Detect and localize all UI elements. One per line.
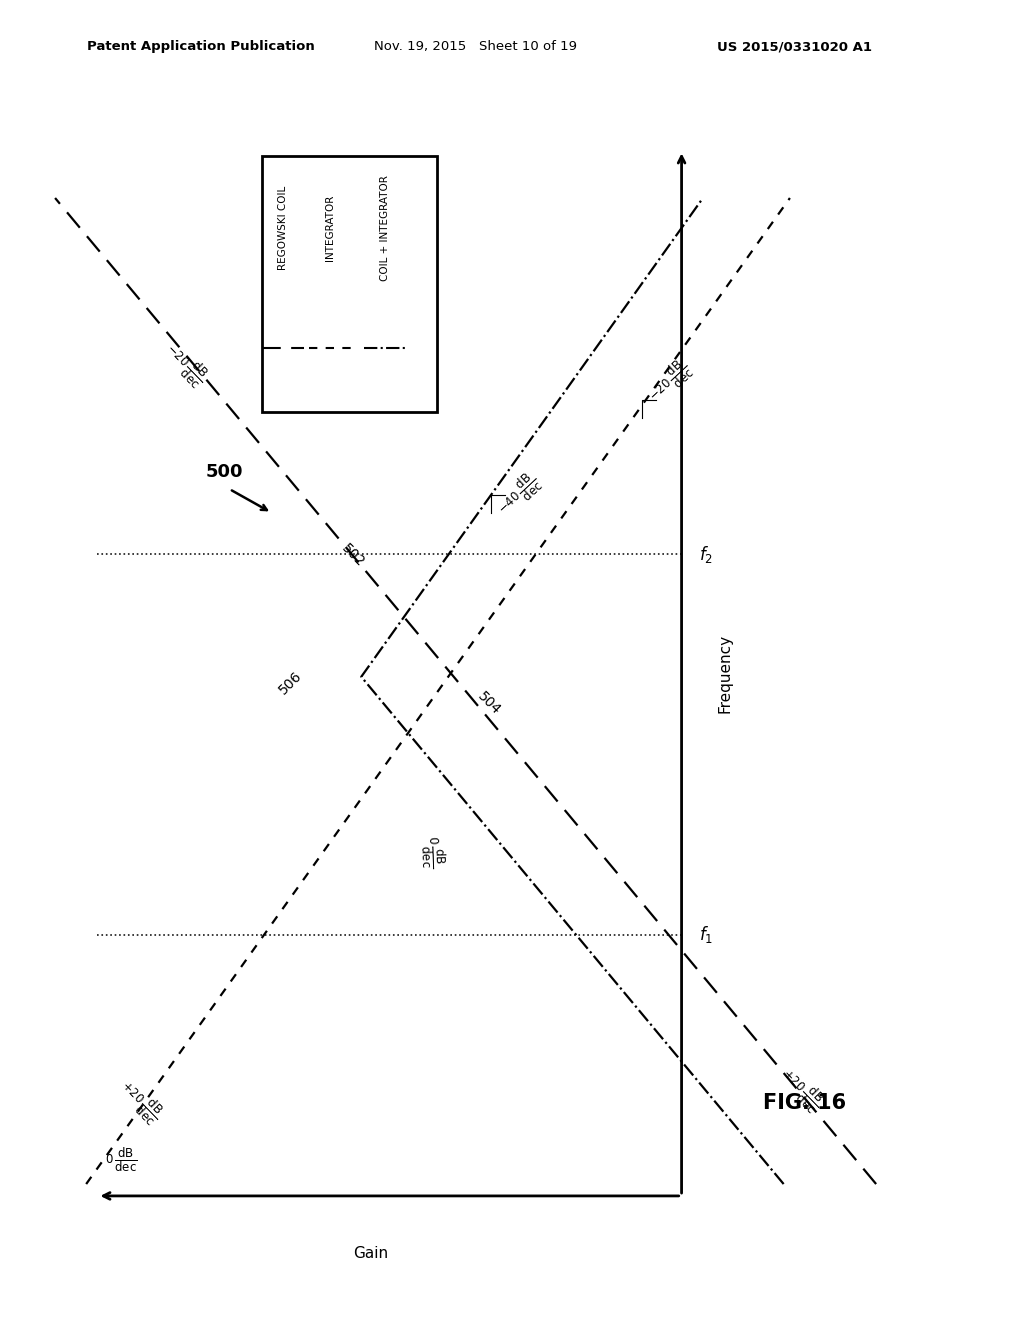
Text: Frequency: Frequency xyxy=(718,634,732,713)
Text: 506: 506 xyxy=(276,669,305,697)
Text: $-40\,\dfrac{\mathrm{dB}}{\mathrm{dec}}$: $-40\,\dfrac{\mathrm{dB}}{\mathrm{dec}}$ xyxy=(492,467,547,523)
Text: COIL + INTEGRATOR: COIL + INTEGRATOR xyxy=(380,176,390,281)
Text: REGOWSKI COIL: REGOWSKI COIL xyxy=(279,186,288,271)
Text: 502: 502 xyxy=(339,541,368,569)
Text: Gain: Gain xyxy=(353,1246,388,1261)
Text: $-20\,\dfrac{\mathrm{dB}}{\mathrm{dec}}$: $-20\,\dfrac{\mathrm{dB}}{\mathrm{dec}}$ xyxy=(643,355,698,409)
Text: $f_2$: $f_2$ xyxy=(698,544,713,565)
Bar xyxy=(262,156,436,412)
Text: 500: 500 xyxy=(206,463,244,482)
Text: $f_1$: $f_1$ xyxy=(698,924,713,945)
Text: FIG. 16: FIG. 16 xyxy=(763,1093,846,1113)
Text: Nov. 19, 2015   Sheet 10 of 19: Nov. 19, 2015 Sheet 10 of 19 xyxy=(374,40,577,53)
Text: $-20\,\dfrac{\mathrm{dB}}{\mathrm{dec}}$: $-20\,\dfrac{\mathrm{dB}}{\mathrm{dec}}$ xyxy=(158,337,213,392)
Text: Patent Application Publication: Patent Application Publication xyxy=(87,40,314,53)
Text: $+20\,\dfrac{\mathrm{dB}}{\mathrm{dec}}$: $+20\,\dfrac{\mathrm{dB}}{\mathrm{dec}}$ xyxy=(774,1061,828,1117)
Text: 504: 504 xyxy=(474,689,503,718)
Text: $0\,\dfrac{\mathrm{dB}}{\mathrm{dec}}$: $0\,\dfrac{\mathrm{dB}}{\mathrm{dec}}$ xyxy=(104,1147,137,1173)
Text: US 2015/0331020 A1: US 2015/0331020 A1 xyxy=(717,40,871,53)
Text: $+20\,\dfrac{\mathrm{dB}}{\mathrm{dec}}$: $+20\,\dfrac{\mathrm{dB}}{\mathrm{dec}}$ xyxy=(113,1073,168,1129)
Text: $0\,\dfrac{\mathrm{dB}}{\mathrm{dec}}$: $0\,\dfrac{\mathrm{dB}}{\mathrm{dec}}$ xyxy=(418,834,446,869)
Text: INTEGRATOR: INTEGRATOR xyxy=(326,195,335,261)
